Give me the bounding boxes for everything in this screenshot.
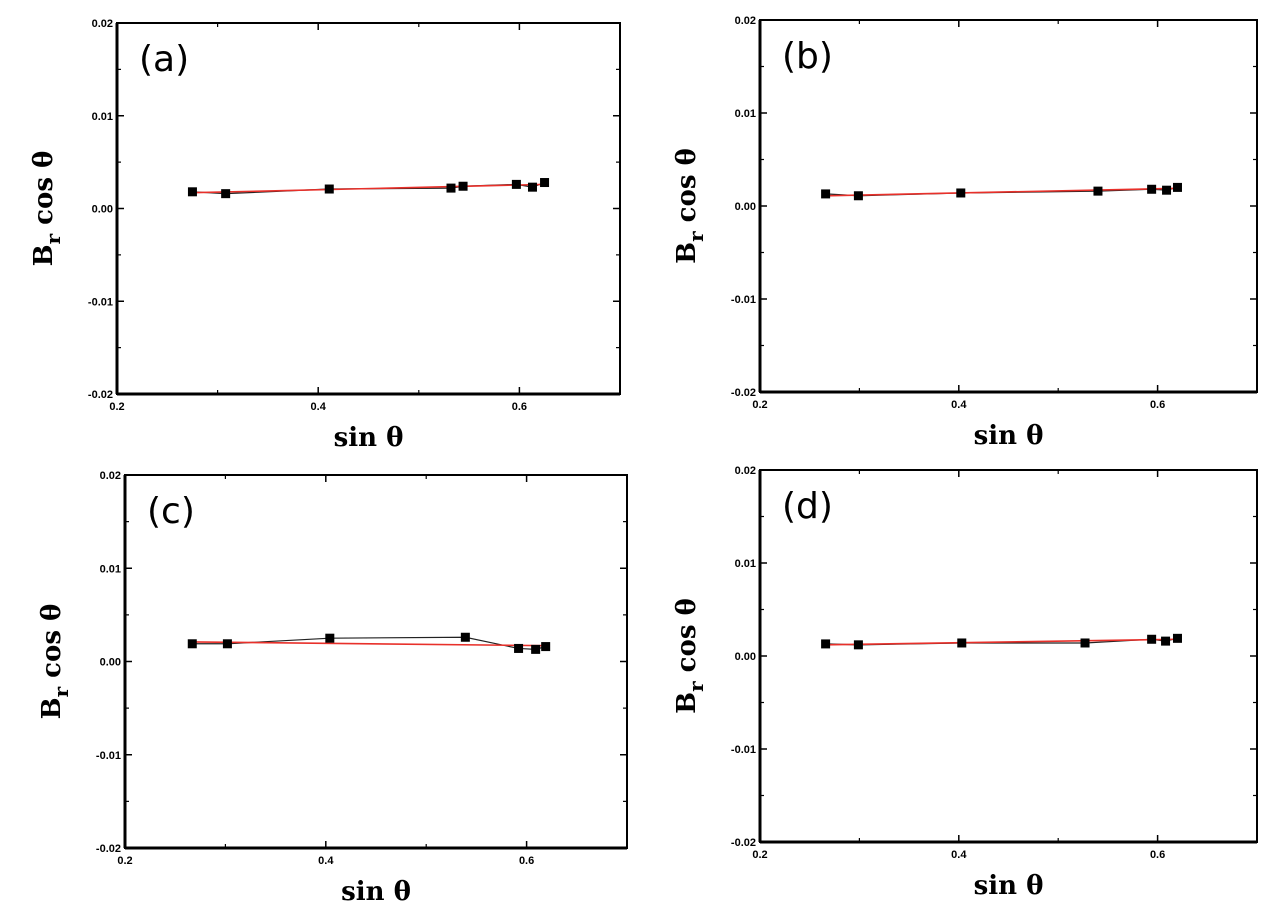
data-point — [325, 633, 335, 643]
y-tick-label: -0.01 — [731, 294, 756, 306]
y-axis-label: Br cos θ — [37, 604, 73, 720]
panel-label: (d) — [782, 486, 833, 527]
data-point — [460, 632, 470, 642]
y-tick-label: 0.00 — [735, 201, 756, 213]
y-tick-label: -0.01 — [88, 296, 113, 308]
data-point — [540, 178, 550, 188]
y-tick-label: 0.00 — [92, 204, 113, 216]
x-tick-label: 0.6 — [512, 401, 527, 413]
y-label-subscript: r — [684, 681, 708, 692]
data-point — [514, 643, 524, 653]
x-tick-label: 0.4 — [951, 399, 967, 411]
y-label-subscript: r — [41, 233, 65, 244]
panel-a: -0.02 -0.01 0.00 0.01 0.02 0.2 0.4 0.6 (a) sin θ B… — [29, 18, 621, 453]
y-tick-label: 0.01 — [100, 563, 121, 575]
plot-frame — [759, 19, 1258, 393]
fit-line — [825, 187, 1178, 197]
y-tick-label: 0.01 — [735, 558, 756, 570]
data-point — [821, 189, 831, 199]
y-tick-label: -0.02 — [88, 389, 113, 401]
data-point — [853, 640, 863, 650]
y-tick-label: 0.02 — [100, 470, 121, 482]
y-tick-label: 0.01 — [735, 108, 756, 120]
x-tick-label: 0.2 — [752, 849, 767, 861]
x-tick-label: 0.2 — [752, 399, 767, 411]
x-tick-label: 0.4 — [951, 849, 967, 861]
plot-frame — [759, 469, 1258, 843]
panel-d: -0.02 -0.01 0.00 0.01 0.02 0.2 0.4 0.6 (d) sin θ B… — [672, 465, 1258, 901]
y-axis-label: Br cos θ — [672, 598, 708, 714]
y-tick-label: 0.02 — [735, 15, 756, 27]
data-point — [853, 191, 863, 201]
x-axis-label: sin θ — [974, 871, 1044, 901]
fit-line — [192, 641, 546, 647]
x-tick-label: 0.4 — [311, 401, 327, 413]
x-tick-label: 0.6 — [1150, 399, 1165, 411]
data-point — [1147, 634, 1157, 644]
data-point — [187, 187, 197, 197]
y-tick-label: -0.02 — [731, 837, 756, 849]
data-point — [1147, 184, 1157, 194]
data-point — [222, 639, 232, 649]
y-tick-label: -0.01 — [96, 750, 121, 762]
plot-frame — [124, 474, 628, 849]
x-tick-label: 0.2 — [109, 401, 124, 413]
data-point — [957, 638, 967, 648]
y-label-rest: cos θ — [672, 148, 702, 231]
y-tick-label: -0.02 — [731, 387, 756, 399]
x-axis-label: sin θ — [341, 877, 411, 907]
y-tick-label: 0.00 — [100, 657, 121, 669]
x-tick-label: 0.6 — [519, 855, 534, 867]
y-tick-label: -0.02 — [96, 843, 121, 855]
data-point — [511, 179, 521, 189]
plot-frame — [116, 22, 621, 395]
panel-c: -0.02 -0.01 0.00 0.01 0.02 0.2 0.4 0.6 (c) sin θ B… — [37, 470, 628, 907]
data-point — [1080, 638, 1090, 648]
y-label-main: B — [37, 697, 67, 719]
y-label-main: B — [672, 692, 702, 714]
data-point — [324, 184, 334, 194]
y-label-main: B — [29, 244, 59, 266]
y-axis-label: Br cos θ — [672, 148, 708, 264]
panel-label: (a) — [139, 39, 189, 80]
data-point — [221, 189, 231, 199]
data-point — [1162, 185, 1172, 195]
fit-line — [192, 183, 545, 194]
y-tick-label: -0.01 — [731, 744, 756, 756]
y-label-rest: cos θ — [37, 604, 67, 687]
panel-label: (c) — [147, 491, 195, 532]
data-point — [541, 642, 551, 652]
data-point — [1161, 636, 1171, 646]
y-tick-label: 0.02 — [735, 465, 756, 477]
panel-b: -0.02 -0.01 0.00 0.01 0.02 0.2 0.4 0.6 (b) sin θ B… — [672, 15, 1258, 451]
y-tick-label: 0.02 — [92, 18, 113, 30]
data-point — [446, 183, 456, 193]
y-label-main: B — [672, 242, 702, 264]
y-axis-label: Br cos θ — [29, 151, 65, 267]
data-point — [458, 181, 468, 191]
x-axis-label: sin θ — [334, 423, 404, 453]
x-tick-label: 0.6 — [1150, 849, 1165, 861]
x-tick-label: 0.2 — [117, 855, 132, 867]
panel-label: (b) — [782, 36, 833, 77]
y-label-subscript: r — [49, 686, 73, 697]
data-point — [821, 639, 831, 649]
y-tick-label: 0.01 — [92, 111, 113, 123]
data-point — [187, 639, 197, 649]
x-axis-label: sin θ — [974, 421, 1044, 451]
data-point — [1093, 186, 1103, 196]
y-label-subscript: r — [684, 231, 708, 242]
fit-line — [825, 638, 1178, 646]
y-tick-label: 0.00 — [735, 651, 756, 663]
data-point — [527, 182, 537, 192]
data-point — [531, 644, 541, 654]
data-point — [956, 188, 966, 198]
y-label-rest: cos θ — [29, 151, 59, 234]
x-tick-label: 0.4 — [318, 855, 334, 867]
y-label-rest: cos θ — [672, 598, 702, 681]
data-point — [1172, 633, 1182, 643]
data-point — [1172, 182, 1182, 192]
